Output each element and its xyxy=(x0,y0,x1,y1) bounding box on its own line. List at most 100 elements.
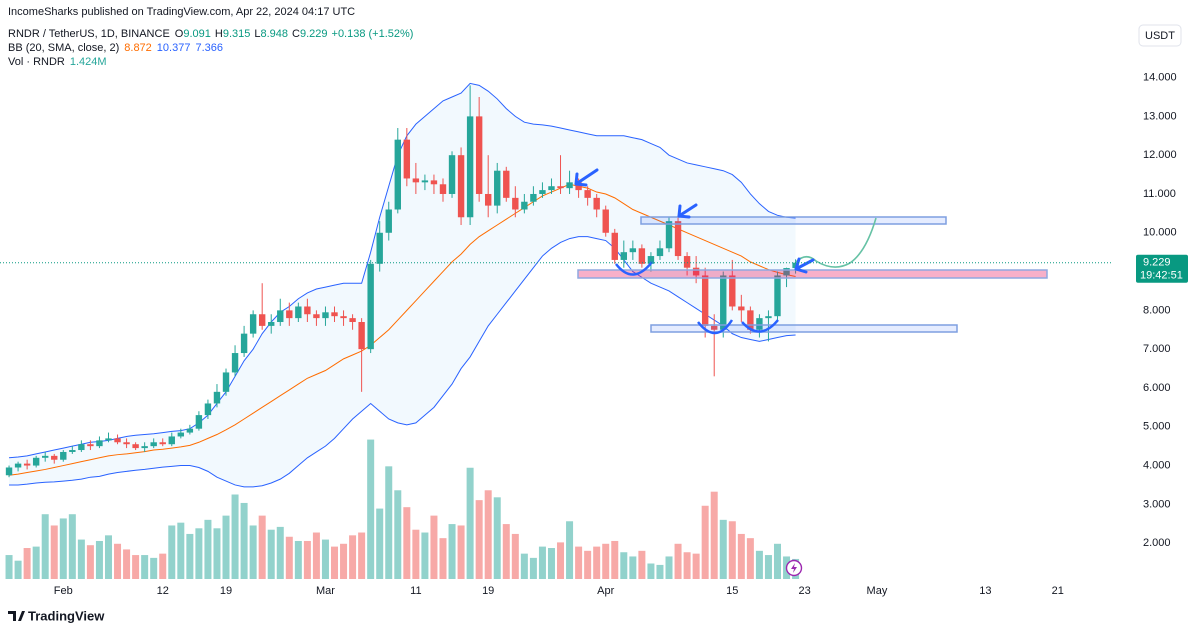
volume-bar xyxy=(86,545,94,579)
candle-body xyxy=(5,467,13,476)
volume-bar xyxy=(68,514,76,579)
arc xyxy=(697,319,734,335)
logo-text: TradingView xyxy=(28,608,105,623)
volume-bar xyxy=(475,500,483,579)
volume-bar xyxy=(331,546,339,579)
volume-bar xyxy=(611,540,619,579)
volume-bar xyxy=(430,515,438,579)
volume-bar xyxy=(23,548,31,579)
currency-button[interactable] xyxy=(1138,24,1182,47)
ohlc-key: O xyxy=(175,28,184,40)
volume-bar xyxy=(638,550,646,579)
candle-body xyxy=(186,428,194,433)
volume-bar xyxy=(312,532,320,579)
volume-bar xyxy=(258,515,266,579)
y-tick-label: 2.000 xyxy=(1143,537,1171,549)
volume-bar xyxy=(520,553,528,579)
candle-body xyxy=(14,463,22,468)
candle-body xyxy=(412,178,420,183)
legend-bb: BB (20, SMA, close, 2) 8.872 10.377 7.366 xyxy=(8,42,223,54)
logo-icon xyxy=(8,611,25,621)
candle-body xyxy=(701,275,709,326)
volume-bar xyxy=(719,519,727,579)
candle-body xyxy=(611,232,618,260)
bb-lower xyxy=(9,236,796,488)
y-tick-label: 13.000 xyxy=(1143,110,1177,122)
support-zone xyxy=(650,324,958,333)
y-tick-label: 14.000 xyxy=(1143,71,1177,83)
volume-bar xyxy=(701,505,709,579)
candle-body xyxy=(711,325,718,330)
candle-body xyxy=(96,440,103,447)
volume-bar xyxy=(394,490,402,579)
ohlc-key: H xyxy=(215,28,223,40)
x-tick-label: Feb xyxy=(54,585,73,597)
volume-bar xyxy=(502,524,510,579)
y-tick-label: 8.000 xyxy=(1143,304,1171,316)
candle-body xyxy=(268,322,275,326)
candle-body xyxy=(69,450,76,452)
x-tick-label: 13 xyxy=(979,585,991,597)
volume-bar xyxy=(240,502,248,579)
volume-bar xyxy=(141,555,149,579)
arc xyxy=(741,319,779,333)
arc xyxy=(615,261,653,276)
candle-body xyxy=(123,442,130,445)
y-tick-label: 12.000 xyxy=(1143,149,1177,161)
candle-body xyxy=(548,186,555,191)
x-tick-label: 19 xyxy=(220,585,232,597)
volume-bar xyxy=(710,491,718,579)
volume-bar xyxy=(755,550,763,579)
volume-bar xyxy=(692,553,700,579)
volume-bar xyxy=(457,525,465,579)
ohlc-value: 9.091 xyxy=(183,28,211,40)
legend-ohlc: RNDR / TetherUS, 1D, BINANCE O9.091 H9.315… xyxy=(8,28,413,40)
ohlc-key: C xyxy=(292,28,300,40)
countdown: 19:42:51 xyxy=(1140,270,1183,282)
volume-bar xyxy=(276,526,284,579)
candle-body xyxy=(738,306,745,311)
volume-bar xyxy=(231,494,239,579)
candle-body xyxy=(448,155,456,194)
candle-body xyxy=(195,415,203,429)
x-tick-label: Apr xyxy=(597,585,614,597)
volume-bar xyxy=(557,542,565,579)
candle-body xyxy=(132,444,139,449)
candle-body xyxy=(557,186,564,189)
x-tick-label: Mar xyxy=(316,585,335,597)
x-tick-label: 11 xyxy=(410,585,421,597)
volume-bar xyxy=(656,564,664,579)
volume-bar xyxy=(294,540,302,579)
volume-bar xyxy=(484,490,492,579)
ohlc-key: L xyxy=(254,28,260,40)
y-tick-label: 4.000 xyxy=(1143,459,1171,471)
candle-body xyxy=(394,139,401,210)
volume-bar xyxy=(285,536,293,579)
volume-bar xyxy=(159,553,167,579)
candle-body xyxy=(51,455,58,460)
volume-bar xyxy=(746,538,754,579)
candle-body xyxy=(602,209,609,233)
candle-body xyxy=(349,318,356,323)
candle-body xyxy=(503,170,510,198)
candle-body xyxy=(584,190,591,198)
volume-bar xyxy=(575,546,583,579)
volume-bar xyxy=(493,497,501,579)
y-tick-label: 3.000 xyxy=(1143,498,1171,510)
volume-bar xyxy=(584,550,592,579)
bb-basis-value: 8.872 xyxy=(124,42,152,54)
candle-body xyxy=(783,268,790,276)
volume-bar xyxy=(213,528,221,579)
volume-bar xyxy=(349,535,357,579)
candle-body xyxy=(439,184,447,194)
volume-bar xyxy=(303,540,311,579)
candle-body xyxy=(304,306,311,315)
volume-bar xyxy=(385,466,393,579)
candle-body xyxy=(665,221,673,249)
volume-bar xyxy=(529,557,537,579)
bb-name: BB (20, SMA, close, 2) xyxy=(8,42,119,54)
volume-bar xyxy=(439,538,447,579)
candle-body xyxy=(720,275,727,330)
candle-body xyxy=(656,248,664,257)
candle-body xyxy=(729,275,736,307)
